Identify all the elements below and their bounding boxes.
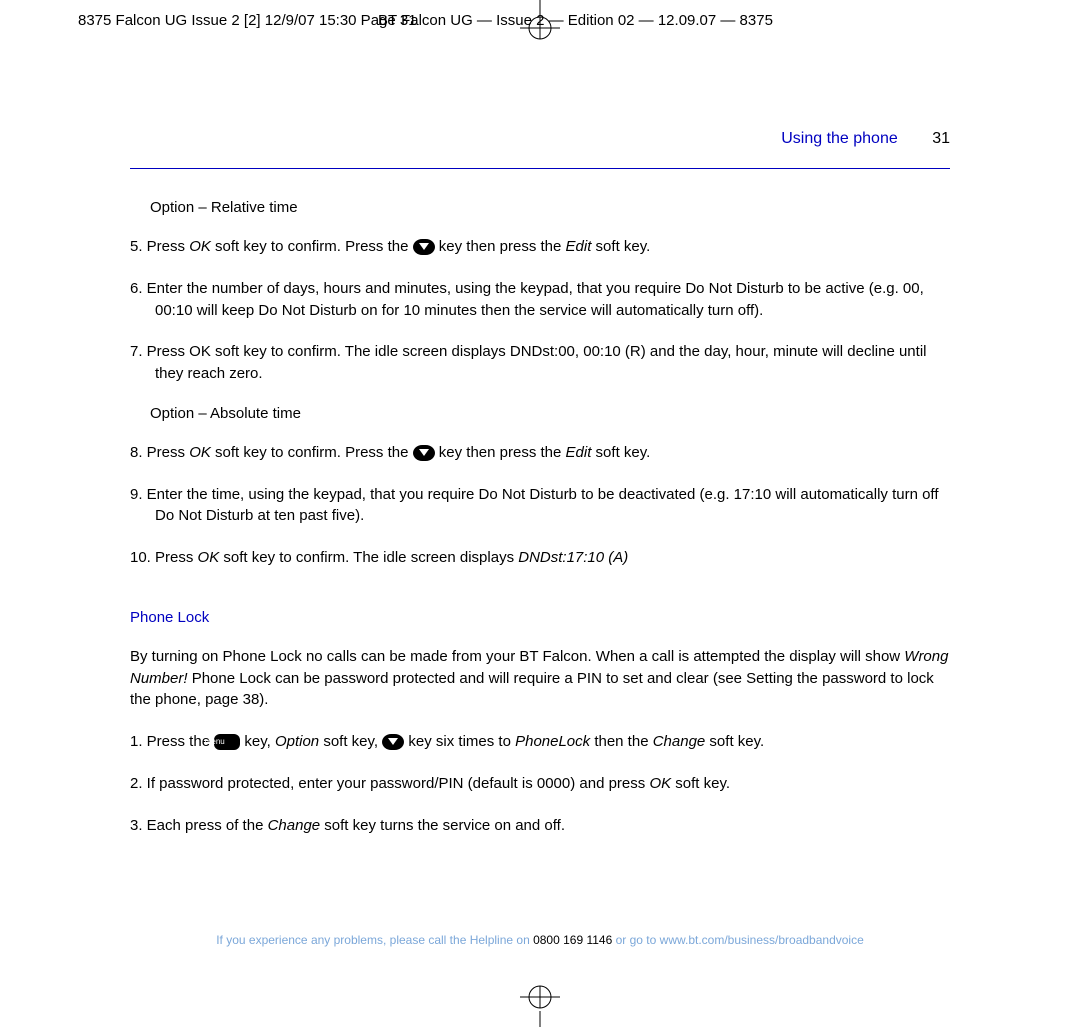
crop-mark-bottom-icon [500,977,580,1027]
section-title: Using the phone [781,130,898,147]
page-content: Using the phone 31 Option – Relative tim… [130,130,950,856]
header-issue-text: BT Falcon UG — Issue 2 — Edition 02 — 12… [378,12,773,29]
step-10: 10. Press OK soft key to confirm. The id… [130,547,950,569]
footer-url: www.bt.com/business/broadbandvoice [660,933,864,947]
step5-part-a: 5. Press [130,238,189,255]
step10-dnd: DNDst:17:10 (A) [518,549,628,566]
body-text: Option – Relative time 5. Press OK soft … [130,199,950,836]
pl3-change: Change [268,817,321,834]
step5-ok: OK [189,238,211,255]
pl3-c: soft key turns the service on and off. [320,817,565,834]
step8-part-d: key then press the [435,444,566,461]
pl3-a: 3. Each press of the [130,817,268,834]
step5-part-f: soft key. [591,238,650,255]
step5-part-c: soft key to confirm. Press the [211,238,413,255]
crop-mark-bottom [500,977,580,1027]
pl1-e: key six times to [404,733,515,750]
step-8: 8. Press OK soft key to confirm. Press t… [130,442,950,464]
page-number: 31 [932,130,950,147]
option-relative-text: Option – Relative time [150,199,298,216]
footer-c: or go to [612,933,659,947]
down-arrow-icon [413,445,435,461]
step-5: 5. Press OK soft key to confirm. Press t… [130,236,950,258]
pl1-a: 1. Press the [130,733,214,750]
footer-help-text: If you experience any problems, please c… [130,933,950,947]
step5-part-d: key then press the [435,238,566,255]
pl-step-2: 2. If password protected, enter your pas… [130,773,950,795]
step-7: 7. Press OK soft key to confirm. The idl… [130,341,950,385]
step-9: 9. Enter the time, using the keypad, tha… [130,484,950,528]
step10-part-a: 10. Press [130,549,198,566]
phone-lock-heading: Phone Lock [130,609,950,626]
running-head: Using the phone 31 [130,130,950,148]
pl1-d: soft key, [319,733,382,750]
pl2-ok: OK [649,775,671,792]
footer-a: If you experience any problems, please c… [216,933,533,947]
header-strip: 8375 Falcon UG Issue 2 [2] 12/9/07 15:30… [78,12,1000,29]
pl2-a: 2. If password protected, enter your pas… [130,775,649,792]
option-absolute-label: Option – Absolute time [150,405,950,422]
step8-edit: Edit [566,444,592,461]
header-rule [130,168,950,169]
step8-part-c: soft key to confirm. Press the [211,444,413,461]
step10-part-c: soft key to confirm. The idle screen dis… [219,549,518,566]
step8-part-a: 8. Press [130,444,189,461]
phone-lock-intro: By turning on Phone Lock no calls can be… [130,646,950,711]
step5-edit: Edit [566,238,592,255]
pl-step-3: 3. Each press of the Change soft key tur… [130,815,950,837]
option-relative-label: Option – Relative time [150,199,950,216]
pl1-option: Option [275,733,319,750]
down-arrow-icon [413,239,435,255]
step8-ok: OK [189,444,211,461]
pl-para-c: Phone Lock can be password protected and… [130,670,934,709]
step-6: 6. Enter the number of days, hours and m… [130,278,950,322]
step10-ok: OK [198,549,220,566]
pl1-change: Change [653,733,706,750]
option-absolute-text: Option – Absolute time [150,405,301,422]
down-arrow-icon [382,734,404,750]
pl1-b: key, [240,733,275,750]
pl1-g: then the [590,733,653,750]
menu-icon: menu [214,734,240,750]
pl2-c: soft key. [671,775,730,792]
pl1-phonelock: PhoneLock [515,733,590,750]
pl-para-a: By turning on Phone Lock no calls can be… [130,648,904,665]
footer-phone: 0800 169 1146 [533,933,612,947]
pl1-i: soft key. [705,733,764,750]
header-job-text: 8375 Falcon UG Issue 2 [2] 12/9/07 15:30… [78,12,417,29]
step8-part-f: soft key. [591,444,650,461]
pl-step-1: 1. Press the menu key, Option soft key, … [130,731,950,753]
